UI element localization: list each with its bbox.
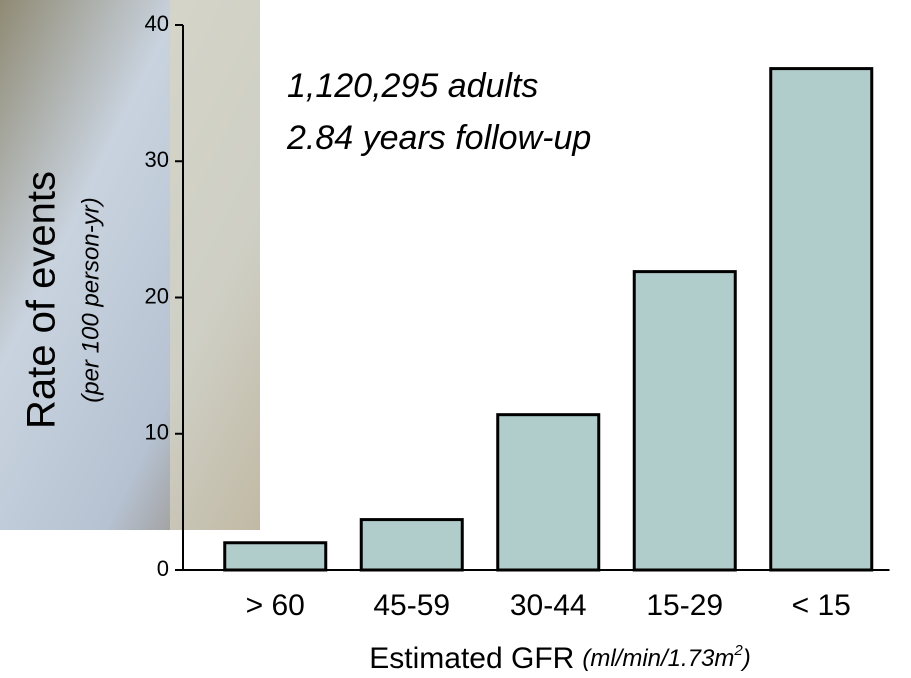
bar	[223, 541, 328, 572]
x-tick-label: > 60	[246, 589, 305, 622]
x-axis-units-superscript: 2	[733, 642, 743, 659]
x-axis-units-close: )	[740, 645, 751, 672]
x-tick-label: 30-44	[510, 589, 587, 622]
x-tick-label: < 15	[792, 589, 851, 622]
x-tick-label: 45-59	[373, 589, 450, 622]
y-tick-label: 10	[145, 420, 169, 445]
x-axis-units: (ml/min/1.73m	[582, 645, 734, 672]
bar	[359, 518, 464, 572]
y-tick-label: 0	[157, 556, 169, 581]
y-axis-label: Rate of events	[20, 171, 64, 429]
annotation: 1,120,295 adults	[287, 67, 538, 105]
y-axis-units: (per 100 person-yr)	[77, 197, 104, 402]
background-photo-wall	[170, 0, 260, 530]
x-axis-label-main: Estimated GFR	[369, 642, 574, 675]
y-tick-label: 20	[145, 283, 169, 308]
bar	[769, 67, 874, 572]
bar	[632, 270, 737, 572]
y-tick-label: 30	[145, 147, 169, 172]
y-tick-label: 40	[145, 11, 169, 36]
x-axis-label: Estimated GFR (ml/min/1.73m2)	[369, 642, 750, 675]
x-tick-label: 15-29	[646, 589, 723, 622]
bar	[496, 413, 601, 572]
annotation: 2.84 years follow-up	[286, 119, 591, 157]
